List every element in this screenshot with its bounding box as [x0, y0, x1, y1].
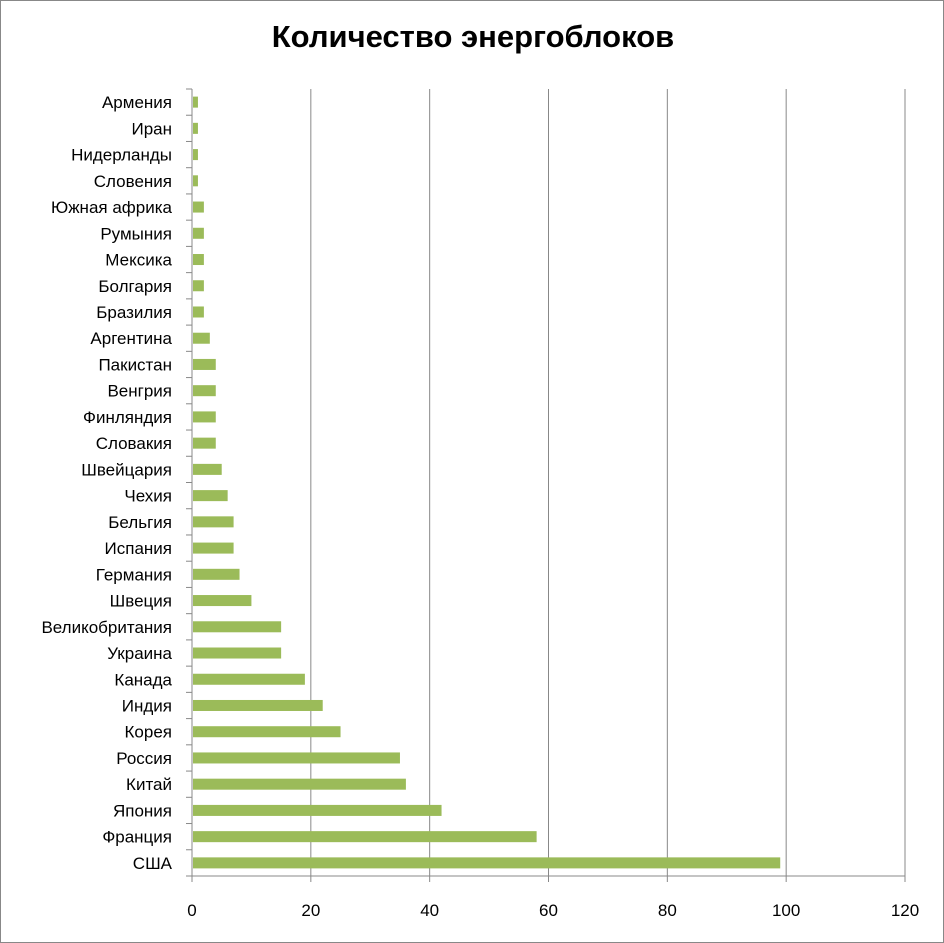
bar [193, 831, 537, 843]
category-label: Китай [126, 775, 172, 794]
x-tick-label: 40 [420, 901, 439, 920]
axes [186, 88, 906, 882]
category-label: Финляндия [83, 408, 172, 427]
category-label: Словакия [96, 434, 172, 453]
bar [193, 778, 406, 790]
bar [193, 122, 198, 134]
category-label: Великобритания [41, 618, 172, 637]
x-tick-label: 100 [772, 901, 800, 920]
x-tick-label: 120 [891, 901, 919, 920]
tick-labels: 0 20 40 60 80 100 120 Армения Иран Нидерланды Слов… [41, 93, 919, 920]
category-label: Иран [131, 119, 172, 138]
bar [193, 568, 240, 580]
category-label: Нидерланды [71, 146, 172, 165]
category-label: Япония [113, 801, 172, 820]
bar [193, 752, 400, 764]
bar [193, 385, 216, 397]
bar [193, 490, 228, 502]
category-label: Болгария [98, 277, 172, 296]
bar [193, 201, 204, 213]
bar [193, 411, 216, 423]
bar [193, 857, 781, 869]
bar [193, 595, 252, 607]
bar [193, 804, 442, 816]
bar [193, 96, 198, 108]
category-label: США [133, 854, 173, 873]
category-label: Армения [102, 93, 172, 112]
bar [193, 673, 305, 685]
bar [193, 621, 282, 633]
bar [193, 149, 198, 161]
bar [193, 254, 204, 266]
category-label: Индия [122, 696, 172, 715]
category-label: Южная африка [51, 198, 173, 217]
category-label: Швейцария [81, 460, 172, 479]
x-tick-label: 20 [301, 901, 320, 920]
category-label: Швеция [110, 592, 172, 611]
category-label: Словения [94, 172, 172, 191]
bar [193, 227, 204, 239]
category-label: Румыния [100, 224, 172, 243]
bar [193, 542, 234, 554]
category-label: Германия [96, 565, 172, 584]
category-label: Франция [102, 828, 172, 847]
bar [193, 306, 204, 318]
category-label: Чехия [124, 487, 172, 506]
category-label: Бразилия [96, 303, 172, 322]
bar [193, 699, 323, 711]
category-label: Бельгия [108, 513, 172, 532]
bar [193, 358, 216, 370]
category-label: Россия [116, 749, 172, 768]
x-tick-label: 0 [187, 901, 196, 920]
category-label: Мексика [105, 251, 172, 270]
category-label: Испания [105, 539, 172, 558]
bar [193, 726, 341, 738]
bar [193, 463, 222, 475]
bar [193, 175, 198, 187]
gridlines [310, 89, 906, 876]
category-label: Венгрия [107, 382, 172, 401]
bar [193, 332, 210, 344]
category-label: Украина [107, 644, 172, 663]
x-tick-label: 60 [539, 901, 558, 920]
bar [193, 516, 234, 528]
category-label: Пакистан [98, 355, 172, 374]
category-label: Корея [125, 723, 172, 742]
bar [193, 437, 216, 449]
category-label: Аргентина [90, 329, 172, 348]
bars [193, 96, 781, 869]
category-label: Канада [114, 670, 172, 689]
bar [193, 647, 282, 659]
chart-title: Количество энергоблоков [271, 19, 675, 54]
bar [193, 280, 204, 292]
x-tick-label: 80 [658, 901, 677, 920]
